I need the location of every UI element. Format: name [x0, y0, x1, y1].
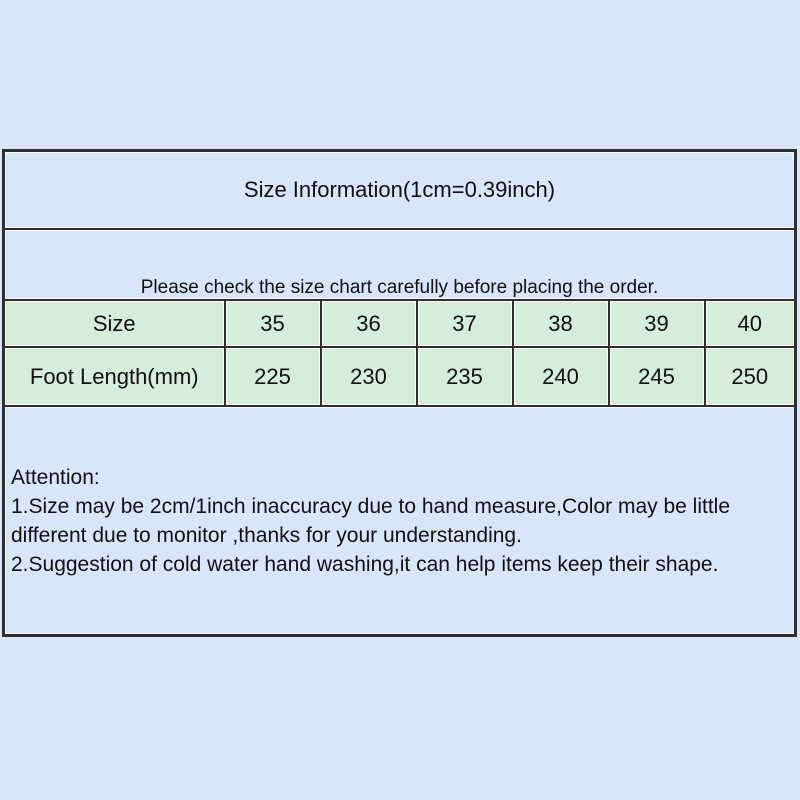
foot-length-value-cell: 245 [607, 346, 706, 407]
size-value-cell: 38 [511, 299, 610, 348]
foot-length-value-cell: 240 [511, 346, 610, 407]
foot-length-row: Foot Length(mm) 225 230 235 240 245 250 [2, 346, 797, 407]
attention-cell: Attention: 1.Size may be 2cm/1inch inacc… [2, 405, 797, 637]
size-chart-note: Please check the size chart carefully be… [2, 228, 797, 301]
attention-heading: Attention: [11, 465, 100, 489]
size-value-cell: 35 [223, 299, 322, 348]
attention-line: different due to monitor ,thanks for you… [11, 523, 522, 547]
size-chart-table: Size Information(1cm=0.39inch) Please ch… [2, 149, 797, 637]
size-value-cell: 39 [607, 299, 706, 348]
size-row: Size 35 36 37 38 39 40 [2, 299, 797, 348]
foot-length-value-cell: 230 [319, 346, 418, 407]
attention-block: Attention: 1.Size may be 2cm/1inch inacc… [6, 463, 794, 579]
foot-length-value-cell: 250 [703, 346, 797, 407]
attention-line: 1.Size may be 2cm/1inch inaccuracy due t… [11, 494, 731, 518]
note-row: Please check the size chart carefully be… [2, 228, 797, 301]
size-row-label: Size [2, 299, 226, 348]
attention-line: 2.Suggestion of cold water hand washing,… [11, 552, 719, 576]
title-row: Size Information(1cm=0.39inch) [2, 149, 797, 230]
size-value-cell: 40 [703, 299, 797, 348]
foot-length-row-label: Foot Length(mm) [2, 346, 226, 407]
size-value-cell: 36 [319, 299, 418, 348]
foot-length-value-cell: 225 [223, 346, 322, 407]
size-value-cell: 37 [415, 299, 514, 348]
attention-row: Attention: 1.Size may be 2cm/1inch inacc… [2, 405, 797, 637]
size-chart-title: Size Information(1cm=0.39inch) [2, 149, 797, 230]
foot-length-value-cell: 235 [415, 346, 514, 407]
